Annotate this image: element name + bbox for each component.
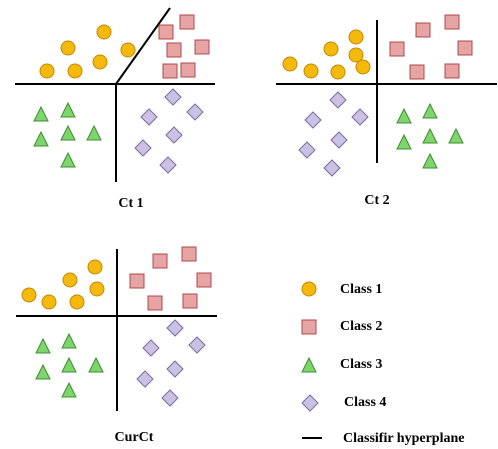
- legend-label: Classifir hyperplane: [343, 431, 464, 446]
- panel-curct: CurCt: [16, 246, 217, 445]
- panel-label: Ct 2: [364, 193, 389, 208]
- panel-ct2: Ct 2: [276, 14, 497, 208]
- legend-label: Class 1: [340, 282, 382, 297]
- legend-label: Class 4: [344, 395, 386, 410]
- panel-ct1: Ct 1: [15, 7, 215, 211]
- legend: Class 1 Class 2 Class 3 Class 4 Classifi…: [301, 281, 464, 446]
- panel-label: CurCt: [115, 430, 154, 445]
- legend-label: Class 3: [340, 357, 382, 372]
- panel-label: Ct 1: [118, 196, 143, 211]
- legend-label: Class 2: [340, 319, 382, 334]
